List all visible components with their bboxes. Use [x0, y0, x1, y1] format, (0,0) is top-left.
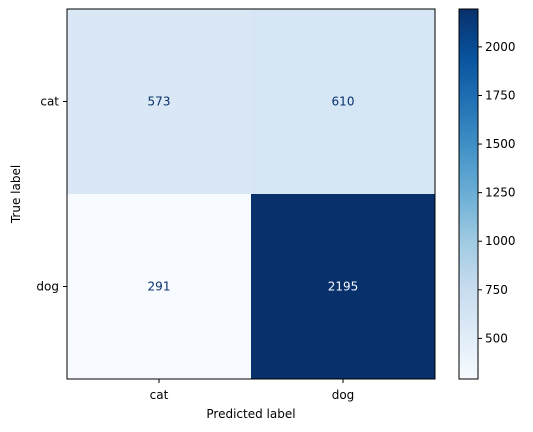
x-axis-label: Predicted label: [206, 407, 295, 421]
colorbar-tick-label: 1250: [485, 186, 516, 200]
colorbar-tick-label: 750: [485, 283, 508, 297]
y-tick-label: cat: [40, 95, 59, 109]
colorbar-tick-label: 1750: [485, 88, 516, 102]
colorbar-tick-label: 1000: [485, 234, 516, 248]
y-axis-label: True label: [9, 165, 23, 224]
y-tick-label: dog: [36, 280, 59, 294]
cell-value-label: 2195: [328, 280, 359, 294]
colorbar-tick-label: 1500: [485, 137, 516, 151]
colorbar: 500 750 1000 1250 1500 1750 2000: [459, 9, 516, 379]
x-axis: cat dog: [150, 379, 355, 402]
cell-value-label: 610: [332, 95, 355, 109]
x-tick-label: dog: [332, 388, 355, 402]
x-tick-label: cat: [150, 388, 169, 402]
cell-value-label: 573: [148, 95, 171, 109]
colorbar-ticks: 500 750 1000 1250 1500 1750 2000: [478, 40, 516, 345]
y-axis: cat dog: [36, 95, 67, 294]
colorbar-gradient: [459, 9, 478, 379]
matrix-cells: [67, 9, 435, 379]
colorbar-tick-label: 500: [485, 331, 508, 345]
colorbar-tick-label: 2000: [485, 40, 516, 54]
cell-value-label: 291: [148, 280, 171, 294]
